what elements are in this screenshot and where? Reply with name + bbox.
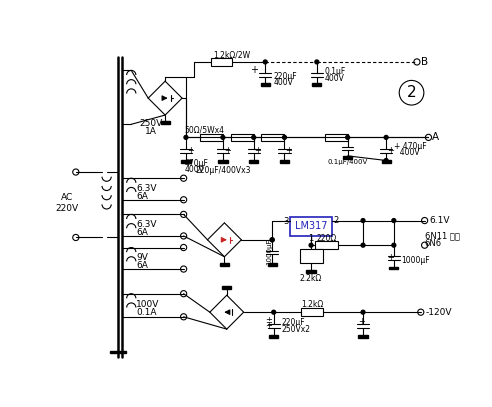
Text: 1: 1: [308, 234, 313, 243]
Text: 220µF/400Vx3: 220µF/400Vx3: [195, 166, 250, 175]
Text: 2.2kΩ: 2.2kΩ: [300, 274, 322, 283]
Text: 0.1µF/400V: 0.1µF/400V: [328, 159, 368, 165]
Text: A: A: [432, 132, 439, 142]
Text: 470µF: 470µF: [184, 159, 208, 168]
Bar: [218, 160, 227, 163]
Bar: [111, 351, 126, 353]
Bar: [261, 133, 284, 141]
Text: 220Ω: 220Ω: [316, 234, 337, 243]
Circle shape: [221, 136, 225, 139]
Circle shape: [272, 310, 276, 314]
Text: 400V: 400V: [274, 78, 294, 87]
Text: +: +: [249, 65, 257, 74]
Bar: [312, 83, 321, 86]
Circle shape: [282, 136, 286, 139]
Circle shape: [392, 243, 396, 247]
Bar: [325, 133, 348, 141]
Bar: [290, 217, 332, 236]
Text: 1000µF: 1000µF: [401, 256, 430, 265]
Text: 1.2kΩ/2W: 1.2kΩ/2W: [213, 50, 250, 59]
Circle shape: [361, 219, 365, 223]
Text: 6N6: 6N6: [425, 239, 442, 248]
Text: +: +: [265, 321, 272, 330]
Bar: [211, 58, 232, 66]
Text: 220µF: 220µF: [281, 318, 305, 328]
Bar: [231, 133, 254, 141]
Text: 6.3V: 6.3V: [136, 220, 156, 229]
Bar: [280, 160, 289, 163]
Text: 6.1V: 6.1V: [429, 216, 450, 225]
Bar: [220, 263, 229, 266]
Text: 1000µF: 1000µF: [266, 239, 272, 265]
Bar: [182, 160, 190, 163]
Circle shape: [384, 136, 388, 139]
Text: B: B: [421, 57, 428, 67]
Text: AC
220V: AC 220V: [55, 193, 78, 212]
Bar: [343, 156, 352, 159]
Text: 400V: 400V: [325, 74, 344, 83]
Bar: [389, 267, 399, 269]
Bar: [200, 133, 223, 141]
Circle shape: [361, 310, 365, 314]
Bar: [315, 241, 338, 249]
Text: + 470µF: + 470µF: [394, 142, 427, 151]
Text: 0.1A: 0.1A: [136, 308, 156, 317]
Text: +: +: [186, 146, 193, 155]
Circle shape: [309, 243, 313, 247]
Text: 6A: 6A: [136, 261, 148, 270]
Text: 0.1µF: 0.1µF: [325, 68, 346, 77]
Text: 3: 3: [284, 217, 289, 226]
Text: +: +: [387, 146, 394, 155]
Circle shape: [270, 238, 274, 242]
Bar: [300, 249, 323, 263]
Bar: [160, 121, 170, 124]
Bar: [249, 160, 258, 163]
Circle shape: [184, 136, 188, 139]
Circle shape: [384, 159, 388, 162]
Bar: [268, 263, 277, 266]
Bar: [269, 335, 278, 338]
Text: 1.2kΩ: 1.2kΩ: [302, 300, 324, 309]
Text: ±: ±: [265, 316, 272, 325]
Text: +: +: [254, 146, 261, 155]
Text: 100V: 100V: [136, 300, 159, 309]
Text: 6N11 灯丝: 6N11 灯丝: [425, 231, 460, 240]
Text: 1A: 1A: [145, 127, 157, 136]
Text: +: +: [224, 146, 231, 155]
Text: 2: 2: [334, 216, 339, 225]
Circle shape: [392, 219, 396, 223]
Circle shape: [252, 136, 256, 139]
Text: +: +: [387, 253, 394, 262]
Circle shape: [361, 243, 365, 247]
Text: 2: 2: [407, 85, 416, 100]
Circle shape: [346, 136, 349, 139]
Text: 6A: 6A: [136, 228, 148, 236]
Text: 400V: 400V: [396, 148, 420, 157]
Bar: [302, 309, 323, 316]
Circle shape: [263, 60, 267, 64]
Text: 6A: 6A: [136, 192, 148, 201]
Bar: [381, 160, 391, 163]
Text: 9V: 9V: [136, 253, 148, 262]
Text: 220µF: 220µF: [274, 72, 297, 81]
Bar: [307, 270, 316, 273]
Text: 250V: 250V: [140, 119, 163, 128]
Circle shape: [270, 238, 274, 242]
Bar: [358, 335, 368, 338]
Circle shape: [315, 60, 319, 64]
Text: LM317: LM317: [295, 221, 327, 231]
Text: 250Vx2: 250Vx2: [281, 325, 310, 334]
Text: 400V: 400V: [184, 165, 204, 174]
Text: +: +: [285, 146, 292, 155]
Text: -120V: -120V: [426, 308, 452, 317]
Text: +: +: [358, 317, 365, 326]
Text: 6.3V: 6.3V: [136, 184, 156, 193]
Bar: [261, 83, 270, 86]
Text: 50Ω/5Wx4: 50Ω/5Wx4: [184, 126, 224, 135]
Bar: [222, 286, 231, 289]
